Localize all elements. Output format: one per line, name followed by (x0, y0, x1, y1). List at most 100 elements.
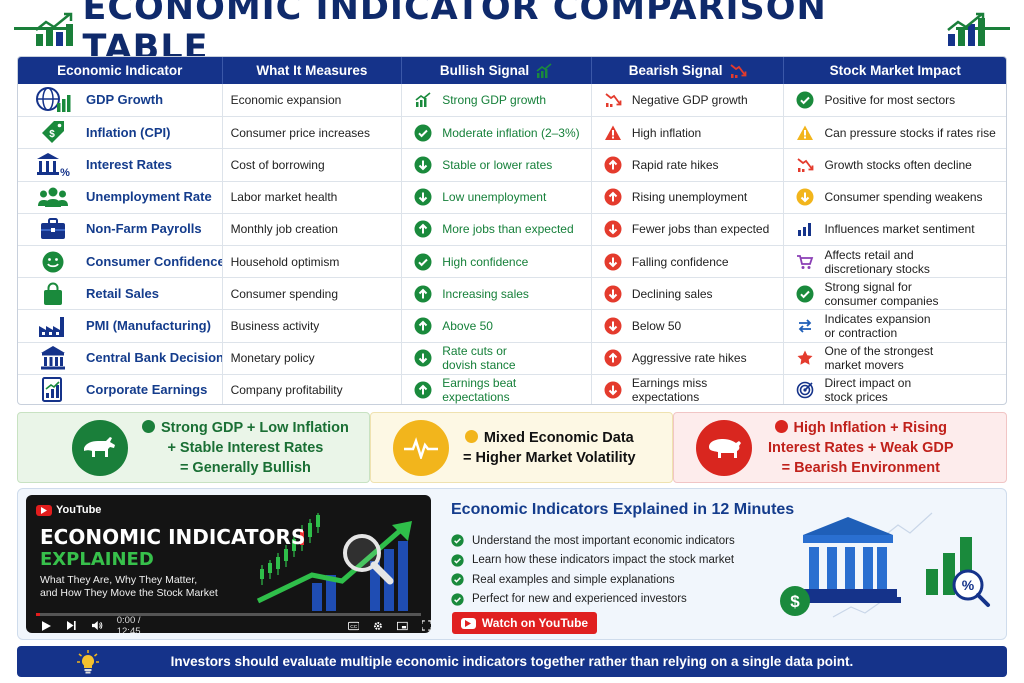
video-player[interactable]: YouTube ECONOMIC INDICATORS EXPLAINED Wh… (26, 495, 431, 633)
arrow-up-circle-icon (414, 285, 432, 303)
bullish-text: High confidence (442, 254, 529, 269)
watch-on-youtube-button[interactable]: Watch on YouTube (452, 612, 597, 634)
impact-cell: Strong signal for consumer companies (784, 278, 1006, 309)
swap-arrows-icon (796, 317, 814, 335)
video-progress-bar[interactable] (36, 613, 421, 616)
arrow-up-circle-icon (604, 156, 622, 174)
header-impact: Stock Market Impact (829, 63, 961, 78)
arrow-down-circle-icon (604, 220, 622, 238)
miniplayer-icon[interactable] (397, 621, 408, 631)
impact-cell: Indicates expansion or contraction (784, 310, 1006, 341)
warning-triangle-icon (604, 124, 622, 142)
captions-icon[interactable]: CC (347, 621, 360, 631)
bullish-cell: Rate cuts or dovish stance (402, 342, 592, 374)
arrow-down-circle-icon (604, 381, 622, 399)
table-row: Non-Farm Payrolls Monthly job creation Mor… (18, 212, 1006, 245)
indicator-name: Central Bank Decision (86, 350, 223, 366)
indicator-name: Corporate Earnings (86, 382, 208, 398)
next-icon[interactable] (67, 620, 76, 631)
bullet-text: Real examples and simple explanations (472, 573, 675, 586)
target-icon (796, 381, 814, 399)
indicator-name: PMI (Manufacturing) (86, 317, 211, 333)
video-title-line1: ECONOMIC INDICATORS (40, 525, 306, 549)
bearish-cell: Earnings miss expectations (592, 374, 785, 404)
play-icon[interactable] (42, 620, 52, 632)
indicator-cell: Consumer Confidence (18, 245, 223, 278)
measures-cell: Cost of borrowing (223, 149, 403, 181)
table-row: Consumer Confidence Household optimism Hig… (18, 244, 1006, 278)
bullish-cell: Increasing sales (402, 278, 592, 310)
bar-chart-icon (796, 220, 814, 238)
bear-icon (696, 419, 752, 476)
svg-text:%: % (962, 577, 975, 593)
arrow-up-circle-icon (604, 188, 622, 206)
settings-gear-icon[interactable] (373, 620, 383, 632)
bearish-cell: Falling confidence (592, 245, 785, 278)
measures-text: Labor market health (230, 190, 338, 205)
bearish-text: Below 50 (631, 318, 682, 333)
impact-text: Influences market sentiment (824, 222, 975, 237)
measures-cell: Business activity (223, 310, 403, 342)
header-bearish: Bearish Signal (592, 57, 785, 84)
bullish-cell: Strong GDP growth (402, 84, 592, 117)
bearish-cell: Below 50 (592, 310, 785, 342)
bearish-text: Rapid rate hikes (631, 157, 719, 172)
measures-text: Cost of borrowing (230, 157, 325, 172)
measures-text: Monthly job creation (230, 222, 338, 237)
video-bullet-list: Understand the most important economic i… (451, 531, 735, 609)
pulse-line-icon (393, 419, 449, 476)
table-header: Economic Indicator What It Measures Bull… (18, 57, 1006, 84)
video-panel: YouTube ECONOMIC INDICATORS EXPLAINED Wh… (17, 488, 1007, 640)
impact-text: Consumer spending weakens (824, 190, 983, 205)
bearish-cell: Declining sales (592, 278, 785, 310)
video-subtitle: What They Are, Why They Matter, and How … (40, 574, 218, 599)
check-circle-icon (451, 573, 464, 586)
measures-cell: Consumer spending (223, 278, 403, 310)
trend-up-icon (414, 91, 432, 109)
arrow-down-circle-icon (796, 188, 814, 206)
measures-text: Consumer spending (230, 286, 338, 301)
bullet-item: Learn how these indicators impact the st… (451, 551, 735, 571)
indicator-name: Interest Rates (86, 156, 172, 172)
trend-down-icon (796, 156, 814, 174)
bullish-cell: More jobs than expected (402, 213, 592, 245)
check-circle-icon (796, 285, 814, 303)
measures-text: Business activity (230, 318, 320, 333)
shopping-bag-icon (32, 282, 74, 306)
bullet-item: Real examples and simple explanations (451, 570, 735, 590)
fullscreen-icon[interactable] (421, 620, 431, 631)
table-row: Retail Sales Consumer spending Increasing … (18, 277, 1006, 310)
briefcase-icon (32, 218, 74, 240)
star-icon (796, 349, 814, 367)
bullish-cell: Earnings beat expectations (402, 374, 592, 404)
header-bullish: Bullish Signal (402, 57, 592, 84)
footer-banner: Investors should evaluate multiple econo… (17, 646, 1007, 677)
table-row: Corporate Earnings Company profitability E… (18, 373, 1006, 404)
measures-text: Consumer price increases (230, 125, 370, 140)
check-circle-icon (414, 124, 432, 142)
scenario-bearish-label: High Inflation + Rising Interest Rates +… (768, 419, 954, 476)
check-circle-icon (451, 534, 464, 547)
bullet-text: Understand the most important economic i… (472, 534, 735, 547)
measures-cell: Monetary policy (223, 342, 403, 374)
measures-text: Company profitability (230, 383, 343, 398)
video-progress-fill (36, 613, 40, 616)
indicator-cell: Central Bank Decision (18, 342, 223, 374)
youtube-play-icon (460, 617, 476, 629)
impact-cell: Can pressure stocks if rates rise (784, 117, 1006, 148)
smiley-face-icon (32, 250, 74, 274)
youtube-wordmark: YouTube (56, 504, 102, 516)
measures-cell: Monthly job creation (223, 213, 403, 245)
measures-cell: Consumer price increases (223, 117, 403, 149)
bearish-text: Declining sales (631, 286, 713, 301)
volume-icon[interactable] (92, 620, 103, 631)
check-circle-icon (796, 91, 814, 109)
video-controls: 0:00 / 12:45 CC (26, 615, 431, 633)
bullet-text: Perfect for new and experienced investor… (472, 593, 687, 606)
indicator-cell: GDP Growth (18, 84, 223, 117)
bearish-cell: High inflation (592, 117, 785, 149)
bearish-text: Negative GDP growth (631, 93, 748, 108)
table-body: GDP Growth Economic expansion Strong GDP g… (18, 84, 1006, 404)
globe-bar-chart-icon (32, 86, 74, 114)
bullish-cell: Stable or lower rates (402, 149, 592, 181)
